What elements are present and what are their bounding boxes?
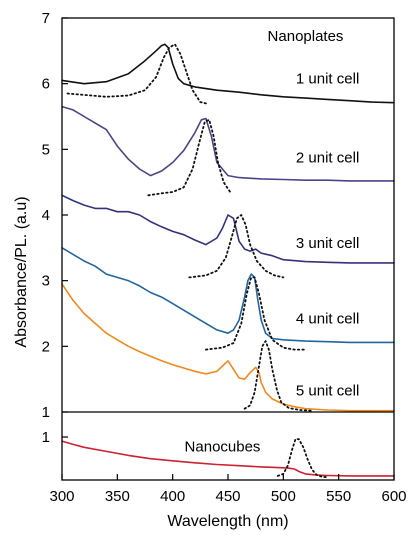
y-axis-title: Absorbance/PL. (a.u)	[13, 196, 30, 347]
series-4-absorbance-line	[61, 194, 395, 264]
lower-panel-y-tick-label: 1	[42, 429, 50, 446]
y-tick-label-5: 6	[42, 76, 50, 93]
y-tick-label-4: 5	[42, 141, 50, 158]
series-10-absorbance-line	[61, 440, 395, 477]
y-tick-label-1: 2	[42, 338, 50, 355]
x-axis-title: Wavelength (nm)	[167, 513, 288, 530]
annotation-1: 1 unit cell	[296, 71, 359, 88]
y-tick-label-2: 3	[42, 273, 50, 290]
x-tick-label-0: 300	[49, 488, 74, 505]
annotation-0: Nanoplates	[268, 28, 344, 45]
series-5-pl-line	[188, 214, 285, 279]
x-tick-label-1: 350	[105, 488, 130, 505]
annotation-2: 2 unit cell	[296, 150, 359, 167]
annotation-6: Nanocubes	[185, 438, 261, 455]
x-axis: 300 350 400 450 500 550 600	[49, 474, 407, 505]
series-7-pl-line	[205, 276, 307, 351]
annotation-3: 3 unit cell	[296, 235, 359, 252]
x-tick-label-2: 400	[160, 488, 185, 505]
y-axis: 1 2 3 4 5 6 7 1	[42, 10, 68, 446]
annotations-layer: Nanoplates 1 unit cell 2 unit cell 3 unit c…	[185, 28, 360, 455]
x-tick-label-5: 550	[326, 488, 351, 505]
y-tick-label-0: 1	[42, 404, 50, 421]
y-tick-label-3: 4	[42, 207, 50, 224]
x-tick-label-4: 500	[271, 488, 296, 505]
series-layer	[61, 43, 395, 479]
x-tick-label-6: 600	[381, 488, 406, 505]
annotation-5: 5 unit cell	[296, 383, 359, 400]
series-1-pl-line	[66, 43, 207, 105]
series-3-pl-line	[147, 118, 232, 197]
series-9-pl-line	[243, 340, 312, 412]
series-0-absorbance-line	[61, 43, 395, 104]
y-tick-label-6: 7	[42, 10, 50, 27]
series-6-absorbance-line	[61, 247, 395, 344]
watermark-text: 知乎 @科学指南针	[300, 509, 392, 523]
watermark: 知乎 @科学指南针	[300, 509, 392, 523]
series-11-pl-line	[276, 438, 329, 479]
x-tick-label-3: 450	[215, 488, 240, 505]
annotation-4: 4 unit cell	[296, 310, 359, 327]
series-8-absorbance-line	[61, 283, 395, 412]
series-2-absorbance-line	[61, 105, 395, 182]
